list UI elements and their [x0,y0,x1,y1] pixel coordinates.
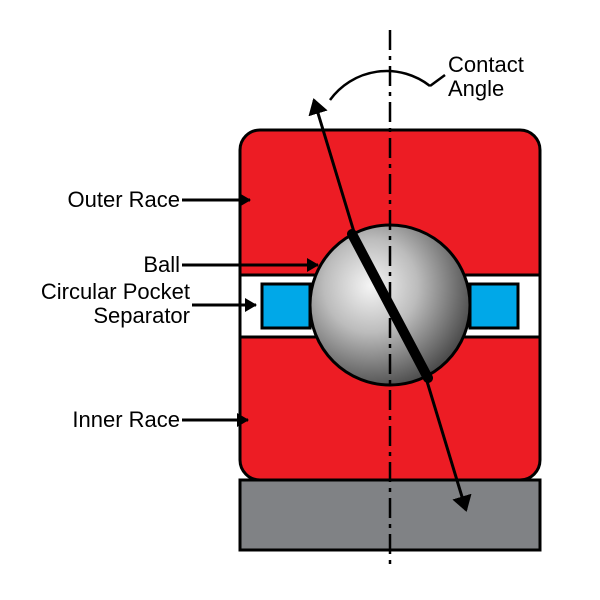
ball-label: Ball [118,253,180,277]
contact-angle-label: Contact Angle [448,53,524,101]
separator-left [262,284,310,328]
separator-label: Circular Pocket Separator [18,280,190,328]
separator-line1: Circular Pocket [41,279,190,304]
angle-label-leader [430,75,445,86]
inner-race-label: Inner Race [52,408,180,432]
contact-angle-line1: Contact [448,52,524,77]
angle-arc [330,71,430,100]
separator-right [470,284,518,328]
separator-line2: Separator [93,303,190,328]
contact-angle-line2: Angle [448,76,504,101]
outer-race-label: Outer Race [50,188,180,212]
